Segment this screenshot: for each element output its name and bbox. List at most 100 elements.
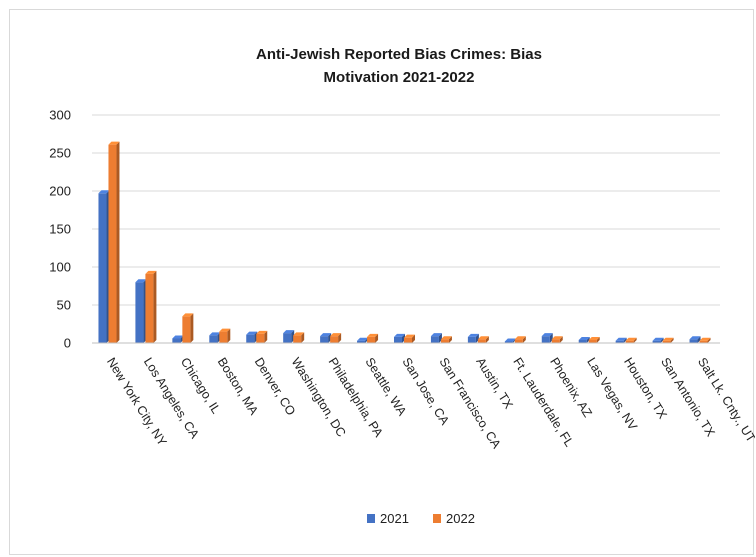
bar-top: [699, 337, 711, 341]
bar-top: [578, 336, 590, 340]
bar-top: [246, 331, 258, 335]
bar-2021: [394, 333, 405, 343]
bar-2021: [357, 337, 369, 343]
bar-top: [430, 333, 442, 337]
bar-side: [116, 141, 120, 343]
bar-side: [412, 334, 415, 343]
bar-2021: [98, 190, 110, 343]
bar-top: [182, 313, 194, 317]
bar-side: [596, 336, 600, 343]
bar-front: [246, 334, 255, 343]
bar-top: [504, 338, 516, 342]
bar-side: [375, 333, 379, 343]
bar-2022: [108, 141, 120, 343]
bar-2022: [330, 333, 342, 343]
bar-front: [514, 339, 523, 343]
legend-item: 2021: [367, 511, 409, 526]
bar-front: [209, 335, 218, 343]
bar-2022: [145, 270, 157, 343]
bar-front: [625, 340, 634, 343]
y-tick-label: 300: [49, 108, 71, 123]
legend: 2021 2022: [367, 511, 475, 526]
x-tick-label: Austin, TX: [473, 355, 516, 412]
bar-front: [430, 336, 439, 343]
bar-top: [541, 333, 553, 337]
bar-top: [330, 333, 342, 337]
bar-front: [357, 340, 366, 343]
bar-top: [625, 337, 637, 341]
bar-side: [301, 332, 305, 343]
bar-2021: [209, 332, 221, 343]
bar-2022: [477, 336, 489, 343]
y-tick-label: 100: [49, 260, 71, 275]
bar-front: [699, 340, 708, 343]
bar-top: [514, 336, 526, 340]
bar-top: [689, 336, 701, 340]
bar-front: [467, 336, 476, 343]
bar-top: [404, 334, 415, 338]
bar-front: [367, 336, 376, 343]
bar-side: [623, 337, 627, 343]
bar-top: [652, 337, 664, 341]
bar-front: [541, 336, 550, 343]
bar-2022: [625, 337, 637, 343]
bar-top: [145, 270, 157, 274]
bar-top: [172, 335, 184, 339]
legend-swatch: [433, 514, 441, 523]
bar-side: [227, 328, 231, 343]
bar-front: [477, 339, 486, 343]
chart: Anti-Jewish Reported Bias Crimes: Bias M…: [49, 46, 755, 526]
bar-top: [662, 337, 674, 341]
bar-top: [357, 337, 369, 341]
bar-side: [707, 337, 711, 343]
bar-front: [98, 193, 107, 343]
bar-top: [293, 332, 305, 336]
legend-label: 2021: [380, 511, 409, 526]
bar-front: [256, 333, 265, 343]
bar-top: [256, 330, 268, 334]
bar-2021: [430, 333, 442, 343]
bar-side: [670, 337, 674, 343]
chart-frame: Anti-Jewish Reported Bias Crimes: Bias M…: [9, 9, 755, 555]
y-tick-label: 200: [49, 184, 71, 199]
bar-front: [504, 341, 513, 343]
bar-2022: [182, 313, 194, 343]
bar-front: [219, 331, 228, 343]
bar-2021: [578, 336, 590, 343]
bar-2021: [135, 279, 147, 343]
bar-front: [578, 339, 587, 343]
bar-2022: [551, 336, 563, 343]
bar-2021: [172, 335, 184, 343]
bar-front: [689, 339, 698, 343]
bar-front: [283, 333, 292, 343]
chart-title: Anti-Jewish Reported Bias Crimes: Bias M…: [256, 46, 542, 86]
bar-side: [586, 336, 590, 343]
bar-side: [633, 337, 637, 343]
bar-side: [697, 336, 701, 343]
bar-front: [404, 337, 412, 343]
bar-2022: [404, 334, 415, 343]
bar-front: [293, 335, 302, 343]
bar-front: [662, 340, 671, 343]
y-axis-ticks: 0 50 100 150 200 250 300: [49, 108, 71, 351]
bar-2021: [689, 336, 701, 343]
bar-top: [209, 332, 221, 336]
y-tick-label: 250: [49, 146, 71, 161]
bar-side: [522, 336, 526, 343]
legend-item: 2022: [433, 511, 475, 526]
bar-top: [108, 141, 120, 145]
bar-top: [615, 337, 627, 341]
bar-2021: [504, 338, 516, 343]
bar-side: [338, 333, 342, 343]
chart-title-line-2: Motivation 2021-2022: [324, 69, 475, 86]
bar-top: [135, 279, 147, 283]
bar-front: [330, 336, 339, 343]
bar-top: [367, 333, 379, 337]
bar-2022: [219, 328, 231, 343]
chart-title-line-1: Anti-Jewish Reported Bias Crimes: Bias: [256, 46, 542, 63]
bar-2022: [662, 337, 674, 343]
bar-2022: [440, 336, 452, 343]
bar-side: [264, 330, 268, 343]
bar-front: [172, 338, 181, 343]
